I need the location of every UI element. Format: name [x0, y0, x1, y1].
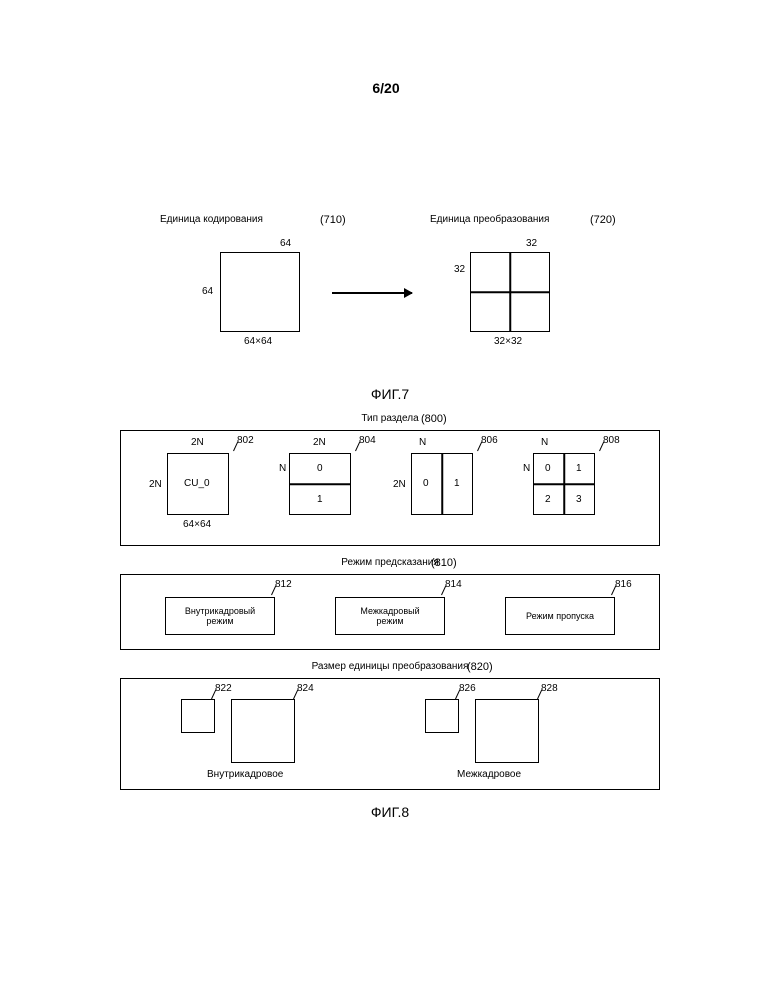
callout-line-icon — [537, 690, 542, 699]
ref-806: 806 — [481, 435, 498, 446]
ref-822: 822 — [215, 683, 232, 694]
cell-0: 0 — [423, 478, 429, 489]
dim-64x64: 64×64 — [244, 336, 272, 347]
partition-frame: Тип раздела (800) 2N 802 2N CU_0 64×64 2… — [120, 430, 660, 546]
callout-line-icon — [441, 586, 446, 595]
ref-826: 826 — [459, 683, 476, 694]
dim-n-side-2: N — [279, 463, 286, 474]
ref-824: 824 — [297, 683, 314, 694]
tu-frame: Размер единицы преобразования (820) 822 … — [120, 678, 660, 790]
dim-n-3: N — [419, 437, 426, 448]
divider-h — [471, 291, 549, 293]
transform-unit-label: Единица преобразования — [430, 214, 549, 225]
callout-line-icon — [211, 690, 216, 699]
ref-720: (720) — [590, 214, 616, 226]
cell-0: 0 — [545, 463, 551, 474]
tu-small-1 — [181, 699, 215, 733]
inter-l2: режим — [336, 616, 444, 626]
dim-32x32: 32×32 — [494, 336, 522, 347]
intra-l2: режим — [166, 616, 274, 626]
cu0-label: CU_0 — [184, 478, 210, 489]
ref-816: 816 — [615, 579, 632, 590]
dim-2n-2: 2N — [313, 437, 326, 448]
callout-line-icon — [271, 586, 276, 595]
intra-label: Внутрикадровое — [207, 769, 283, 780]
content-area: Единица кодирования (710) Единица преобр… — [120, 220, 660, 820]
tu-large-1 — [231, 699, 295, 763]
arrow-icon — [332, 292, 412, 294]
partition-title: Тип раздела — [361, 413, 418, 424]
ref-808: 808 — [603, 435, 620, 446]
intra-mode-box: Внутрикадровый режим — [165, 597, 275, 635]
part-nn-box: 0 1 2 3 — [533, 453, 595, 515]
dim-2n-side: 2N — [149, 479, 162, 490]
callout-line-icon — [293, 690, 298, 699]
coding-unit-box — [220, 252, 300, 332]
inter-mode-box: Межкадровый режим — [335, 597, 445, 635]
dim-32-top: 32 — [526, 238, 537, 249]
divider-h — [534, 483, 594, 485]
ref-800: (800) — [421, 413, 447, 425]
coding-unit-label: Единица кодирования — [160, 214, 263, 225]
ref-802: 802 — [237, 435, 254, 446]
cell-1: 1 — [576, 463, 582, 474]
divider-v — [441, 454, 443, 514]
page-number: 6/20 — [372, 80, 399, 96]
ref-828: 828 — [541, 683, 558, 694]
tu-large-2 — [475, 699, 539, 763]
cell-3: 3 — [576, 494, 582, 505]
dim-64x64-b: 64×64 — [183, 519, 211, 530]
mode-title: Режим предсказания — [341, 557, 438, 568]
dim-64-top: 64 — [280, 238, 291, 249]
fig7-caption: ФИГ.7 — [120, 386, 660, 402]
skip-mode-box: Режим пропуска — [505, 597, 615, 635]
ref-710: (710) — [320, 214, 346, 226]
ref-810: (810) — [431, 557, 457, 569]
tu-small-2 — [425, 699, 459, 733]
ref-804: 804 — [359, 435, 376, 446]
dim-64-side: 64 — [202, 286, 213, 297]
callout-line-icon — [455, 690, 460, 699]
divider-h — [290, 483, 350, 485]
callout-line-icon — [477, 442, 482, 451]
ref-820: (820) — [467, 661, 493, 673]
fig7: Единица кодирования (710) Единица преобр… — [120, 220, 660, 380]
ref-812: 812 — [275, 579, 292, 590]
dim-2n-side-3: 2N — [393, 479, 406, 490]
inter-l1: Межкадровый — [336, 606, 444, 616]
part-2nn-box: 0 1 — [289, 453, 351, 515]
callout-line-icon — [611, 586, 616, 595]
cell-0: 0 — [317, 463, 323, 474]
dim-2n: 2N — [191, 437, 204, 448]
dim-n-side-4: N — [523, 463, 530, 474]
dim-32-side: 32 — [454, 264, 465, 275]
fig8-caption: ФИГ.8 — [120, 804, 660, 820]
cell-1: 1 — [454, 478, 460, 489]
part-n2n-box: 0 1 — [411, 453, 473, 515]
callout-line-icon — [233, 442, 238, 451]
ref-814: 814 — [445, 579, 462, 590]
callout-line-icon — [599, 442, 604, 451]
tu-title: Размер единицы преобразования — [312, 661, 469, 672]
dim-n-4: N — [541, 437, 548, 448]
inter-label: Межкадровое — [457, 769, 521, 780]
part-2n2n-box: CU_0 — [167, 453, 229, 515]
mode-frame: Режим предсказания (810) 812 Внутрикадро… — [120, 574, 660, 650]
cell-2: 2 — [545, 494, 551, 505]
callout-line-icon — [355, 442, 360, 451]
intra-l1: Внутрикадровый — [166, 606, 274, 616]
cell-1: 1 — [317, 494, 323, 505]
transform-unit-box — [470, 252, 550, 332]
skip-l1: Режим пропуска — [506, 611, 614, 621]
